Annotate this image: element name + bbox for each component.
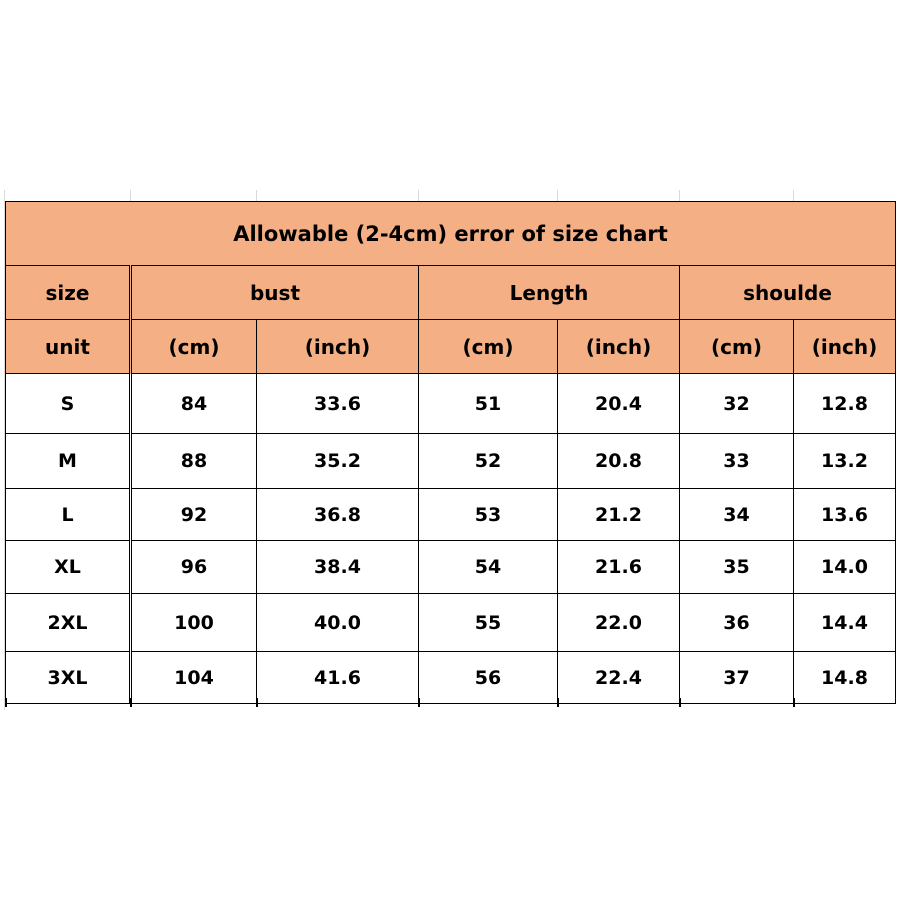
table-row: M 88 35.2 52 20.8 33 13.2 [5,433,896,489]
unit-header-row: unit (cm) (inch) (cm) (inch) (cm) (inch) [5,319,896,374]
bust-header: bust [130,265,419,320]
value-cell: 21.6 [557,540,680,594]
title-row: Allowable (2-4cm) error of size chart [5,201,896,266]
value-cell: 37 [679,651,794,704]
size-cell: L [5,488,132,541]
value-cell: 20.4 [557,373,680,434]
unit-cell: (cm) [130,319,257,374]
shoulder-header: shoulde [679,265,896,320]
value-cell: 21.2 [557,488,680,541]
table-row: 3XL 104 41.6 56 22.4 37 14.8 [5,651,896,704]
value-cell: 34 [679,488,794,541]
length-header: Length [418,265,680,320]
value-cell: 54 [418,540,558,594]
value-cell: 56 [418,651,558,704]
value-cell: 96 [130,540,257,594]
value-cell: 100 [130,593,257,652]
table-row: L 92 36.8 53 21.2 34 13.6 [5,488,896,541]
table-row: S 84 33.6 51 20.4 32 12.8 [5,373,896,434]
spreadsheet-gridlines [0,190,902,710]
value-cell: 14.8 [793,651,896,704]
value-cell: 92 [130,488,257,541]
value-cell: 35 [679,540,794,594]
group-header-row: size bust Length shoulde [5,265,896,320]
value-cell: 53 [418,488,558,541]
size-chart-table: Allowable (2-4cm) error of size chart si… [5,201,896,704]
value-cell: 14.4 [793,593,896,652]
size-cell: S [5,373,132,434]
value-cell: 88 [130,433,257,489]
size-cell: 2XL [5,593,132,652]
table-row: 2XL 100 40.0 55 22.0 36 14.4 [5,593,896,652]
unit-cell: (inch) [557,319,680,374]
value-cell: 14.0 [793,540,896,594]
value-cell: 40.0 [256,593,419,652]
value-cell: 36.8 [256,488,419,541]
value-cell: 22.4 [557,651,680,704]
value-cell: 33 [679,433,794,489]
value-cell: 52 [418,433,558,489]
value-cell: 32 [679,373,794,434]
unit-cell: (inch) [256,319,419,374]
value-cell: 20.8 [557,433,680,489]
chart-title: Allowable (2-4cm) error of size chart [5,201,896,266]
size-header: size [5,265,132,320]
value-cell: 51 [418,373,558,434]
size-cell: XL [5,540,132,594]
value-cell: 33.6 [256,373,419,434]
unit-header: unit [5,319,132,374]
value-cell: 12.8 [793,373,896,434]
size-cell: M [5,433,132,489]
value-cell: 104 [130,651,257,704]
size-cell: 3XL [5,651,132,704]
value-cell: 36 [679,593,794,652]
value-cell: 35.2 [256,433,419,489]
value-cell: 13.6 [793,488,896,541]
value-cell: 41.6 [256,651,419,704]
unit-cell: (inch) [793,319,896,374]
unit-cell: (cm) [418,319,558,374]
unit-cell: (cm) [679,319,794,374]
value-cell: 55 [418,593,558,652]
value-cell: 84 [130,373,257,434]
table-row: XL 96 38.4 54 21.6 35 14.0 [5,540,896,594]
value-cell: 22.0 [557,593,680,652]
value-cell: 13.2 [793,433,896,489]
value-cell: 38.4 [256,540,419,594]
